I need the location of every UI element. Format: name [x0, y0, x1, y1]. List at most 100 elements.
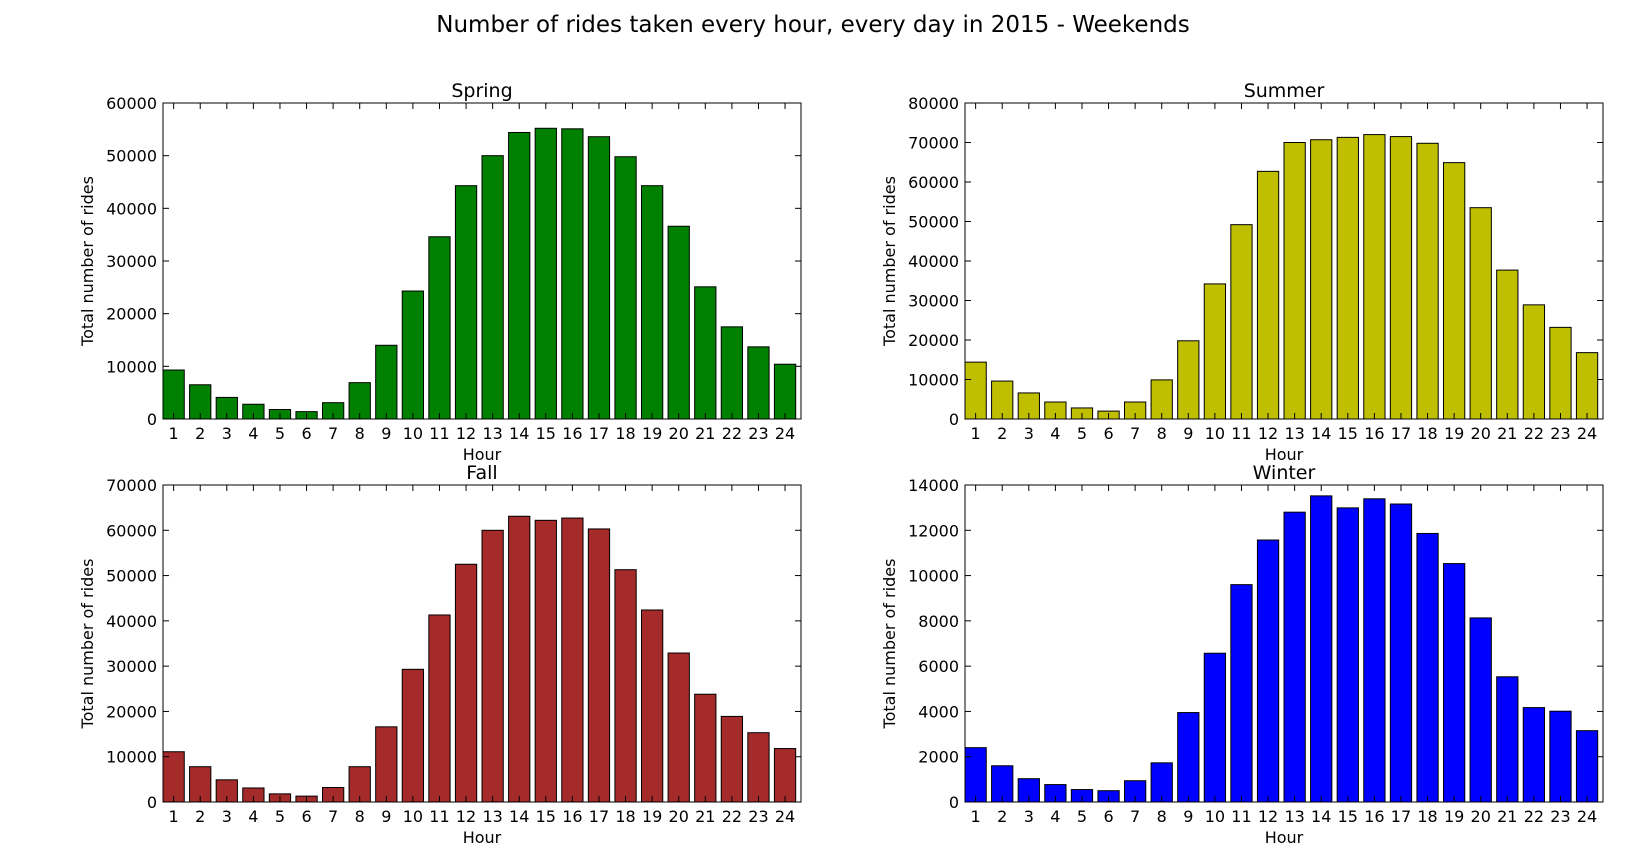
bar-17: [587, 136, 611, 420]
bar-1: [964, 361, 987, 420]
x-tick-label: 18: [1417, 424, 1437, 443]
y-tick-label: 8000: [918, 612, 959, 631]
x-tick-label: 10: [1205, 807, 1225, 826]
y-tick-label: 70000: [106, 476, 157, 495]
x-tick-label: 23: [748, 807, 768, 826]
bar-19: [641, 185, 664, 420]
x-tick-label: 6: [1103, 424, 1113, 443]
bar-1: [964, 747, 987, 803]
x-tick-label: 11: [429, 807, 449, 826]
x-tick-label: 22: [1524, 424, 1544, 443]
bar-15: [1336, 136, 1359, 420]
y-tick-label: 6000: [918, 657, 959, 676]
y-tick-label: 0: [147, 410, 157, 429]
bar-11: [1230, 584, 1253, 803]
plot-frame: [162, 484, 802, 803]
x-tick-label: 19: [642, 424, 662, 443]
bar-16: [561, 128, 584, 420]
y-axis-label: Total number of rides: [78, 176, 97, 347]
x-tick-label: 2: [195, 807, 205, 826]
subplot-title: Summer: [1244, 80, 1325, 102]
x-tick-label: 6: [301, 424, 311, 443]
bar-17: [587, 528, 611, 803]
x-tick-label: 18: [615, 807, 635, 826]
bar-22: [720, 715, 744, 803]
bar-24: [1575, 730, 1599, 803]
x-tick-label: 15: [1338, 807, 1358, 826]
y-tick-label: 50000: [106, 567, 157, 586]
x-tick-label: 19: [1444, 807, 1464, 826]
x-axis-label: Hour: [463, 445, 502, 464]
x-tick-label: 1: [971, 424, 981, 443]
x-tick-label: 18: [1417, 807, 1437, 826]
x-tick-label: 18: [615, 424, 635, 443]
x-tick-label: 4: [1050, 424, 1060, 443]
bar-19: [641, 609, 664, 803]
bar-16: [1363, 134, 1386, 420]
bar-20: [1469, 617, 1492, 803]
bar-21: [694, 286, 717, 420]
bar-12: [454, 563, 478, 803]
x-tick-label: 5: [275, 807, 285, 826]
x-tick-label: 13: [482, 807, 502, 826]
y-tick-label: 40000: [908, 252, 959, 271]
bar-12: [1256, 170, 1280, 420]
bar-11: [428, 614, 451, 803]
plot-frame: [964, 484, 1604, 803]
x-axis-label: Hour: [463, 828, 502, 847]
y-tick-label: 40000: [106, 199, 157, 218]
y-tick-label: 60000: [106, 521, 157, 540]
bar-12: [1256, 539, 1280, 803]
bar-14: [508, 515, 531, 803]
x-tick-label: 24: [775, 424, 795, 443]
bar-16: [1363, 498, 1386, 803]
y-tick-label: 50000: [908, 213, 959, 232]
x-tick-label: 23: [1550, 424, 1570, 443]
bar-20: [667, 652, 690, 803]
x-tick-label: 21: [695, 807, 715, 826]
y-tick-label: 20000: [106, 305, 157, 324]
bar-15: [1336, 507, 1359, 803]
x-tick-label: 13: [482, 424, 502, 443]
x-tick-label: 14: [1311, 424, 1331, 443]
y-tick-label: 4000: [918, 702, 959, 721]
y-tick-label: 0: [949, 410, 959, 429]
bar-10: [1203, 652, 1227, 803]
bar-9: [375, 344, 398, 420]
y-tick-label: 30000: [106, 252, 157, 271]
x-tick-label: 5: [1077, 807, 1087, 826]
x-tick-label: 9: [1183, 424, 1193, 443]
y-tick-label: 14000: [908, 476, 959, 495]
bar-18: [1416, 142, 1439, 420]
y-tick-label: 60000: [106, 94, 157, 113]
x-tick-label: 20: [1471, 424, 1491, 443]
x-tick-label: 16: [1364, 807, 1384, 826]
x-tick-label: 19: [1444, 424, 1464, 443]
x-tick-label: 8: [1157, 807, 1167, 826]
bar-9: [1177, 340, 1200, 420]
x-tick-label: 4: [248, 424, 258, 443]
x-tick-label: 16: [562, 807, 582, 826]
bar-1: [162, 751, 185, 803]
x-tick-label: 14: [1311, 807, 1331, 826]
x-tick-label: 12: [1258, 807, 1278, 826]
bar-14: [1310, 139, 1333, 420]
bar-20: [1469, 207, 1492, 420]
bar-10: [1203, 283, 1227, 420]
bar-23: [747, 732, 770, 803]
x-tick-label: 21: [1497, 807, 1517, 826]
bar-13: [1283, 511, 1306, 803]
bar-13: [481, 155, 504, 420]
bar-22: [720, 326, 744, 420]
x-tick-label: 6: [301, 807, 311, 826]
bar-13: [481, 529, 504, 803]
x-tick-label: 10: [403, 807, 423, 826]
bar-10: [401, 668, 425, 803]
bar-9: [1177, 712, 1200, 803]
x-tick-label: 22: [722, 424, 742, 443]
x-tick-label: 5: [275, 424, 285, 443]
x-tick-label: 10: [403, 424, 423, 443]
